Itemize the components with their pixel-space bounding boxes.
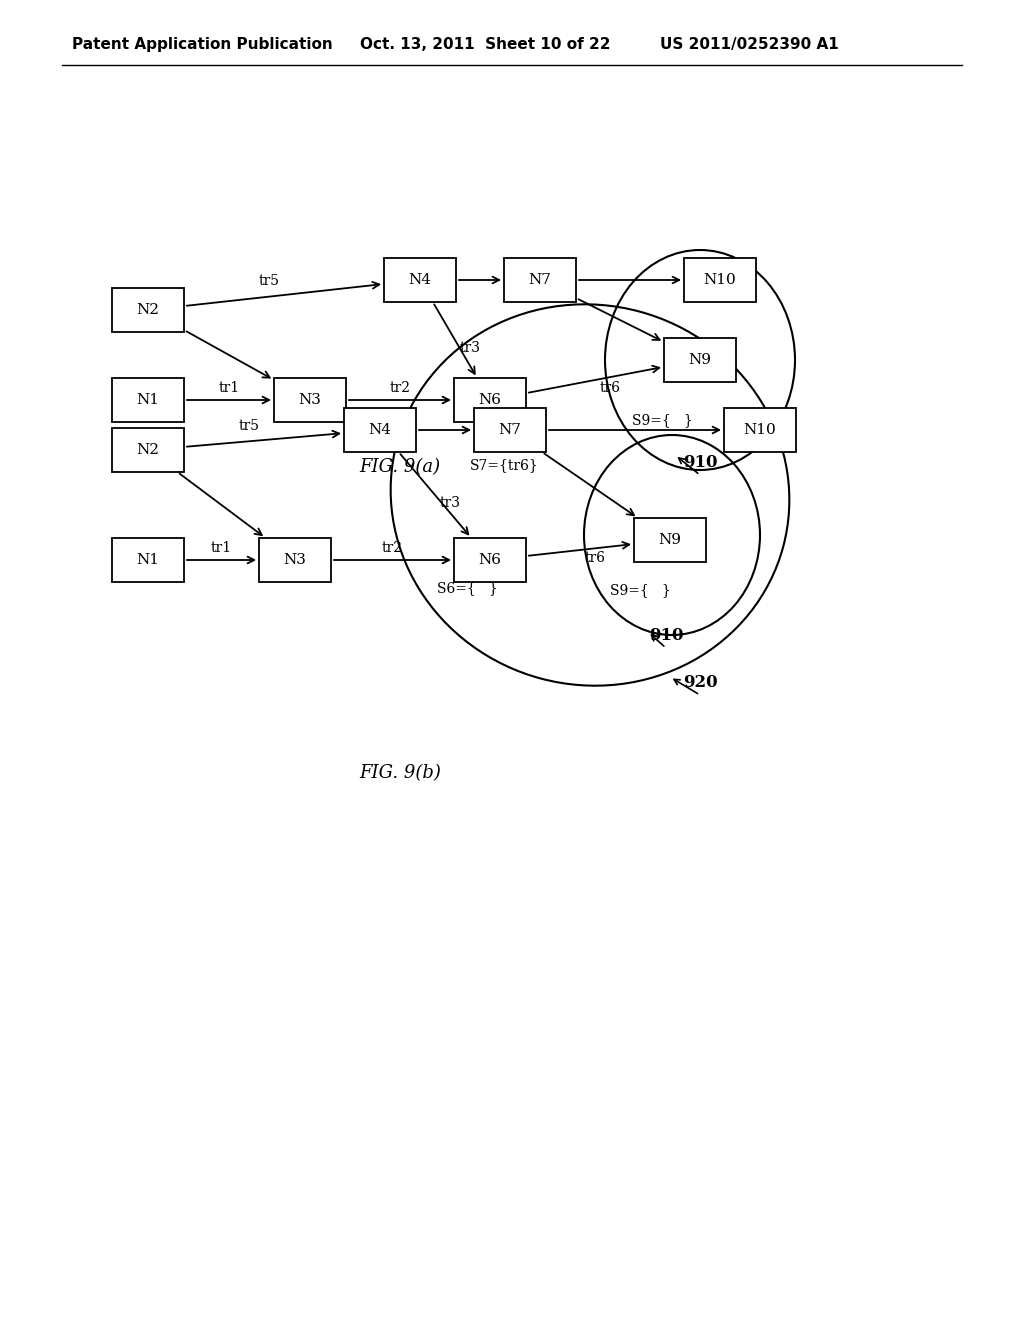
Text: tr1: tr1 bbox=[218, 381, 240, 395]
FancyBboxPatch shape bbox=[454, 539, 526, 582]
FancyBboxPatch shape bbox=[384, 257, 456, 302]
FancyBboxPatch shape bbox=[112, 378, 184, 422]
Text: N9: N9 bbox=[688, 352, 712, 367]
FancyBboxPatch shape bbox=[504, 257, 575, 302]
Text: Oct. 13, 2011  Sheet 10 of 22: Oct. 13, 2011 Sheet 10 of 22 bbox=[360, 37, 610, 51]
Text: S9={   }: S9={ } bbox=[632, 413, 693, 426]
Text: N6: N6 bbox=[478, 393, 502, 407]
Text: N6: N6 bbox=[478, 553, 502, 568]
Text: N2: N2 bbox=[136, 444, 160, 457]
Text: tr6: tr6 bbox=[599, 381, 621, 395]
Text: tr2: tr2 bbox=[382, 541, 403, 554]
FancyBboxPatch shape bbox=[112, 428, 184, 473]
Text: 910: 910 bbox=[649, 627, 683, 644]
FancyBboxPatch shape bbox=[454, 378, 526, 422]
FancyBboxPatch shape bbox=[259, 539, 331, 582]
Text: N7: N7 bbox=[528, 273, 552, 286]
FancyBboxPatch shape bbox=[274, 378, 346, 422]
Text: S9={   }: S9={ } bbox=[610, 583, 671, 597]
FancyBboxPatch shape bbox=[344, 408, 416, 451]
Text: N4: N4 bbox=[409, 273, 431, 286]
Text: N1: N1 bbox=[136, 553, 160, 568]
Text: FIG. 9(b): FIG. 9(b) bbox=[359, 764, 441, 781]
Text: tr1: tr1 bbox=[211, 541, 232, 554]
Text: N4: N4 bbox=[369, 422, 391, 437]
Text: tr3: tr3 bbox=[460, 341, 480, 355]
FancyBboxPatch shape bbox=[112, 539, 184, 582]
Text: N2: N2 bbox=[136, 304, 160, 317]
Text: S6={   }: S6={ } bbox=[437, 581, 498, 595]
Text: N10: N10 bbox=[703, 273, 736, 286]
Text: tr6: tr6 bbox=[585, 550, 605, 565]
Text: tr3: tr3 bbox=[439, 496, 461, 510]
Text: tr2: tr2 bbox=[389, 381, 411, 395]
FancyBboxPatch shape bbox=[664, 338, 736, 381]
Text: US 2011/0252390 A1: US 2011/0252390 A1 bbox=[660, 37, 839, 51]
FancyBboxPatch shape bbox=[724, 408, 796, 451]
Text: N10: N10 bbox=[743, 422, 776, 437]
FancyBboxPatch shape bbox=[634, 517, 706, 562]
Text: N1: N1 bbox=[136, 393, 160, 407]
FancyBboxPatch shape bbox=[684, 257, 756, 302]
Text: tr5: tr5 bbox=[239, 418, 259, 433]
Text: tr5: tr5 bbox=[258, 275, 280, 288]
Text: N7: N7 bbox=[499, 422, 521, 437]
Text: FIG. 9(a): FIG. 9(a) bbox=[359, 458, 440, 477]
FancyBboxPatch shape bbox=[112, 288, 184, 333]
Text: S7={tr6}: S7={tr6} bbox=[470, 458, 539, 473]
Text: N9: N9 bbox=[658, 533, 682, 546]
Text: Patent Application Publication: Patent Application Publication bbox=[72, 37, 333, 51]
Text: 910: 910 bbox=[683, 454, 717, 471]
FancyBboxPatch shape bbox=[474, 408, 546, 451]
Text: N3: N3 bbox=[299, 393, 322, 407]
Text: 920: 920 bbox=[683, 675, 718, 690]
Text: N3: N3 bbox=[284, 553, 306, 568]
